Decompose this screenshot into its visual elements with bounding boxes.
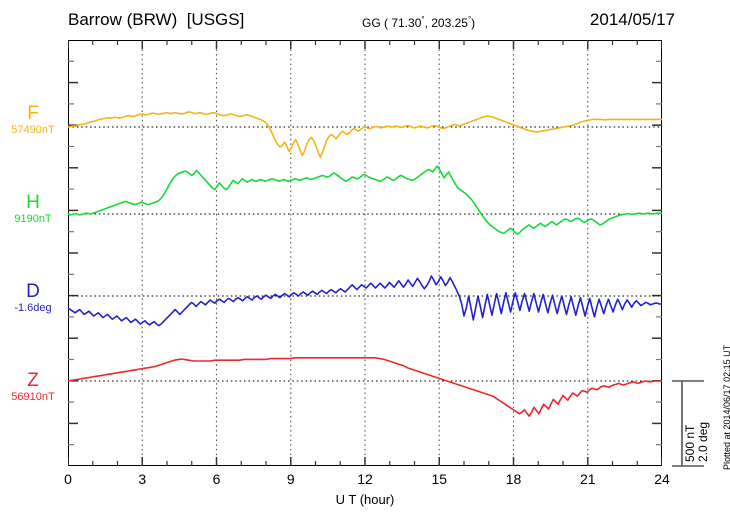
x-tick-label: 9 xyxy=(286,471,295,487)
plot-area xyxy=(68,40,662,466)
component-value-D: -1.6deg xyxy=(14,302,52,314)
component-name-F: F xyxy=(27,103,39,124)
geographic-coordinates: GG ( 71.30°, 203.25°) xyxy=(362,15,475,30)
x-tick-label: 0 xyxy=(64,471,72,487)
x-tick-label: 21 xyxy=(579,471,596,487)
degree-symbol-latitude: ° xyxy=(421,15,425,24)
component-value-F: 57490nT xyxy=(11,124,55,136)
component-label-Z: Z 56910nT xyxy=(0,370,66,404)
scale-bar-nt-label: 500 nT xyxy=(683,424,697,462)
component-name-H: H xyxy=(26,192,40,213)
component-value-Z: 56910nT xyxy=(11,391,55,403)
x-tick-label: 6 xyxy=(212,471,221,487)
x-tick-label: 18 xyxy=(505,471,522,487)
x-tick-label: 15 xyxy=(431,471,448,487)
x-axis-title: U T (hour) xyxy=(335,492,395,507)
x-tick-label: 24 xyxy=(654,471,670,487)
observation-date: 2014/05/17 xyxy=(589,10,675,29)
component-label-D: D -1.6deg xyxy=(0,281,66,315)
scale-bar xyxy=(672,380,704,467)
trace-F xyxy=(68,111,662,159)
coords-suffix: ) xyxy=(471,16,476,30)
plot-svg xyxy=(68,40,662,466)
x-tick-label: 12 xyxy=(357,471,373,487)
component-label-H: H 9190nT xyxy=(0,192,66,226)
degree-symbol-longitude: ° xyxy=(467,15,472,24)
scale-bar-deg-label: 2.0 deg xyxy=(696,421,710,462)
trace-H xyxy=(68,165,662,235)
plotted-at-timestamp: Plotted at 2014/06/17 02:15 UT xyxy=(722,344,730,470)
coords-latitude-text: GG ( 71.30 xyxy=(362,16,422,30)
component-name-D: D xyxy=(26,281,40,302)
component-value-H: 9190nT xyxy=(14,213,52,225)
x-tick-label: 3 xyxy=(138,471,147,487)
component-name-Z: Z xyxy=(27,370,39,391)
component-label-F: F 57490nT xyxy=(0,103,66,137)
coords-longitude-text: , 203.25 xyxy=(424,16,468,30)
trace-D xyxy=(68,275,662,327)
trace-Z xyxy=(68,356,662,418)
station-title: Barrow (BRW) [USGS] xyxy=(68,10,245,29)
